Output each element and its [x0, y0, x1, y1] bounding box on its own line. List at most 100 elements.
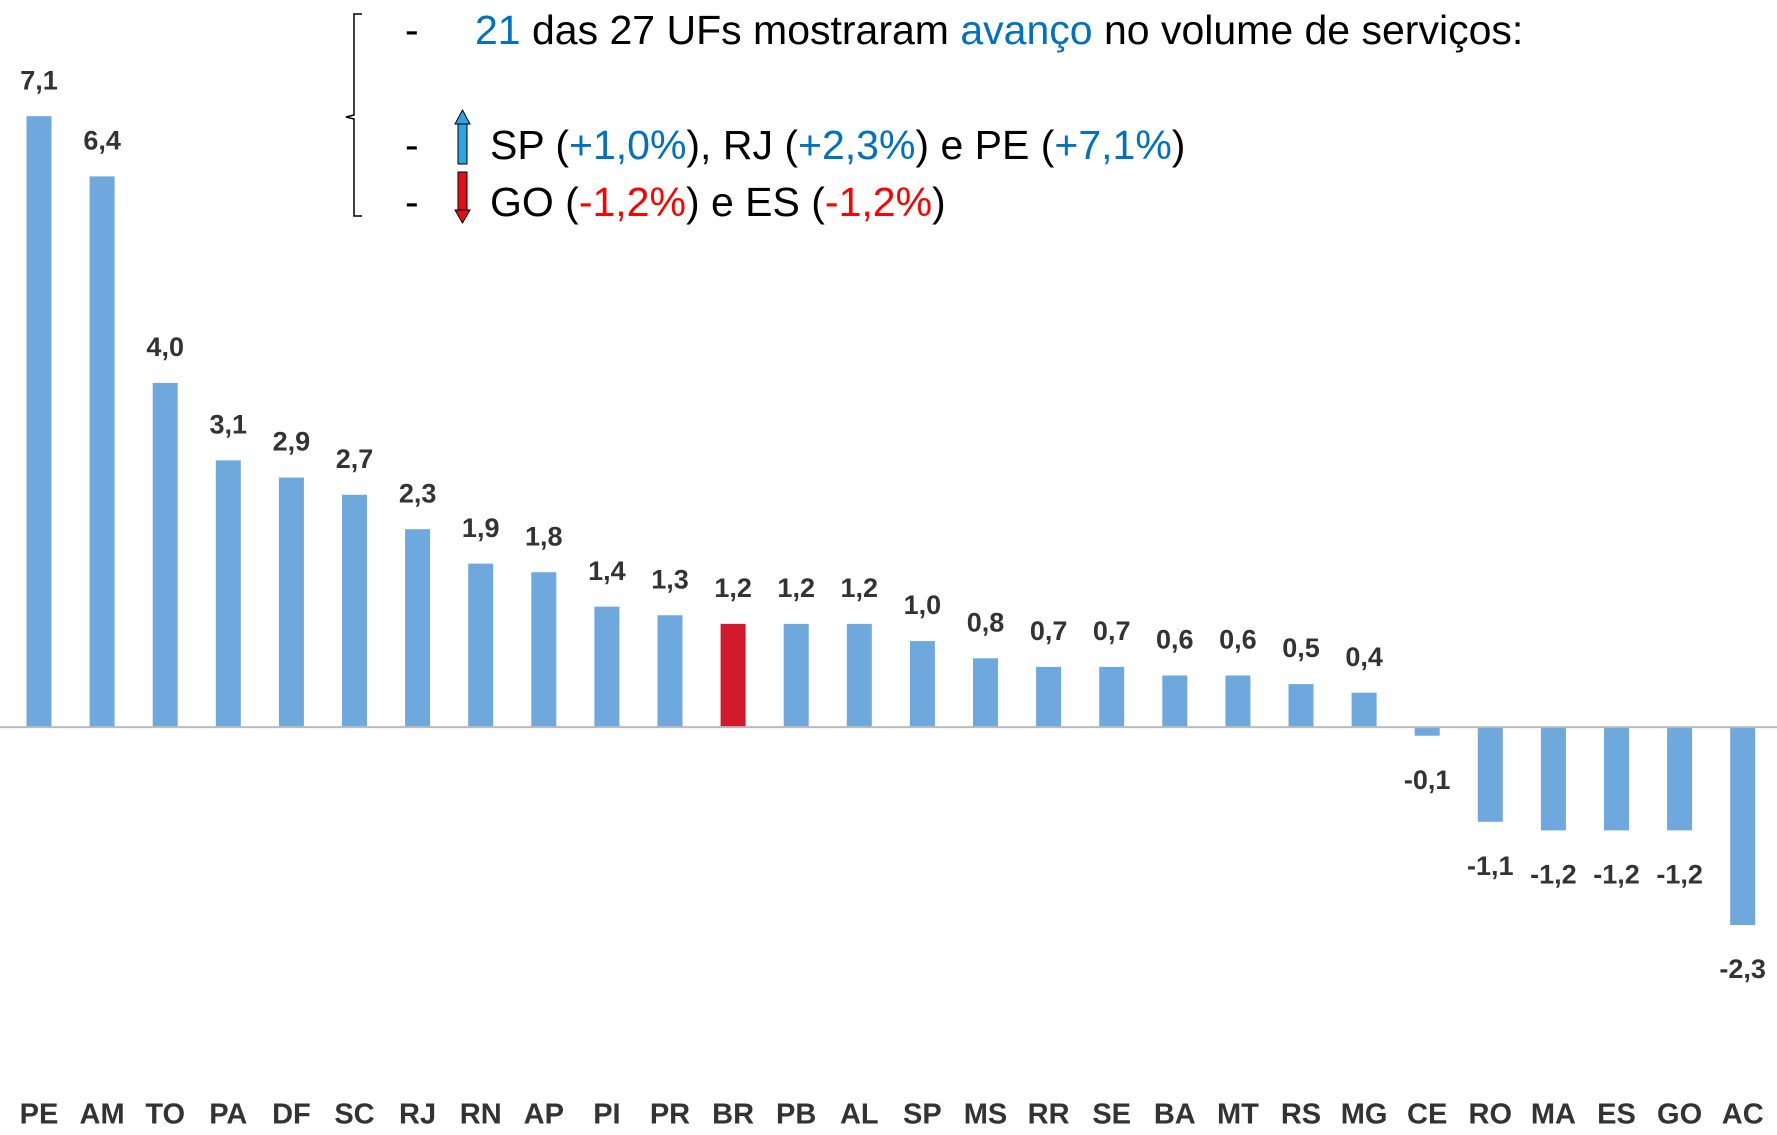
down-arrow [454, 171, 471, 225]
x-tick-label: CE [1407, 1099, 1447, 1131]
value-label: 1,3 [651, 564, 689, 594]
bar [26, 116, 52, 728]
annotation-text: 21 [475, 7, 521, 53]
bar [783, 623, 809, 728]
bar [973, 658, 998, 728]
x-tick-label: AC [1722, 1099, 1764, 1131]
bar [1540, 727, 1566, 831]
value-label: 2,9 [273, 427, 311, 457]
x-tick-label: PR [650, 1099, 690, 1131]
value-label: 0,5 [1282, 633, 1320, 663]
value-label: 1,9 [462, 513, 500, 543]
x-tick-label: RJ [399, 1099, 436, 1131]
bar [1036, 666, 1062, 728]
x-tick-label: MS [964, 1099, 1008, 1131]
x-tick-label: TO [145, 1099, 185, 1131]
bar [152, 382, 178, 728]
annotation-text: +7,1% [1054, 122, 1171, 168]
value-label: 0,6 [1219, 625, 1257, 655]
annotation: GO (-1,2%) e ES (-1,2%) [490, 179, 946, 225]
value-label: -1,2 [1656, 860, 1703, 890]
bar [89, 176, 115, 728]
annotation-text: GO ( [490, 179, 579, 225]
value-label: 0,7 [1030, 616, 1068, 646]
annotation-bullet: - [405, 122, 419, 168]
annotation-text: -1,2% [579, 179, 686, 225]
x-tick-label: PA [209, 1099, 247, 1131]
x-tick-label: MA [1531, 1099, 1576, 1131]
annotation: SP (+1,0%), RJ (+2,3%) e PE (+7,1%) [490, 122, 1185, 168]
value-label: -1,2 [1593, 860, 1640, 890]
bar [531, 572, 557, 728]
x-tick-label: RR [1028, 1099, 1070, 1131]
value-label: 2,7 [336, 444, 374, 474]
bar [1604, 727, 1629, 831]
up-arrow [454, 108, 471, 165]
x-tick-label: RO [1469, 1099, 1513, 1131]
x-tick-label: SC [334, 1099, 374, 1131]
bar [405, 529, 431, 728]
value-label: 0,6 [1156, 625, 1194, 655]
x-tick-label: DF [272, 1099, 311, 1131]
value-label: 0,8 [967, 607, 1005, 637]
x-tick-label: AM [80, 1099, 125, 1131]
value-label: 2,3 [399, 478, 437, 508]
value-label: 1,0 [904, 590, 942, 620]
value-label: 4,0 [146, 332, 184, 362]
annotation: 21 das 27 UFs mostraram avanço no volume… [475, 7, 1523, 53]
bar [1099, 666, 1125, 728]
x-tick-label: MG [1341, 1099, 1388, 1131]
bar [1225, 675, 1251, 728]
value-label: -0,1 [1404, 765, 1451, 795]
x-tick-label: SE [1092, 1099, 1131, 1131]
x-tick-label: RN [460, 1099, 502, 1131]
x-tick-label: PE [20, 1099, 59, 1131]
bracket [345, 13, 362, 217]
annotation-text: SP ( [490, 122, 569, 168]
x-tick-label: AP [524, 1099, 564, 1131]
bar [1414, 727, 1440, 736]
value-label: 0,4 [1345, 642, 1383, 672]
bar [1351, 692, 1377, 728]
x-tick-label: SP [903, 1099, 942, 1131]
value-label: 1,2 [777, 573, 815, 603]
x-tick-label: AL [840, 1099, 879, 1131]
value-label: -1,2 [1530, 860, 1577, 890]
bar [215, 460, 241, 728]
x-tick-label: BR [712, 1099, 754, 1131]
bar [278, 477, 304, 728]
x-tick-label: PI [593, 1099, 620, 1131]
annotation-text: ) e ES ( [686, 179, 825, 225]
bar [1162, 675, 1188, 728]
value-label: 1,4 [588, 556, 626, 586]
value-label: 7,1 [20, 65, 58, 95]
annotation-text: +2,3% [798, 122, 915, 168]
annotation-text: ) [932, 179, 946, 225]
annotation-text: -1,2% [825, 179, 932, 225]
bar [342, 494, 367, 728]
x-tick-label: ES [1597, 1099, 1636, 1131]
x-tick-label: BA [1154, 1099, 1196, 1131]
annotation-text: +1,0% [569, 122, 686, 168]
x-tick-label: GO [1657, 1099, 1702, 1131]
value-label: 6,4 [83, 126, 121, 156]
annotation-text: ), RJ ( [686, 122, 798, 168]
x-tick-label: PB [776, 1099, 816, 1131]
x-tick-label: RS [1281, 1099, 1321, 1131]
annotation-text: no volume de serviços: [1093, 7, 1524, 53]
value-label: -2,3 [1719, 954, 1766, 984]
annotation-text: das 27 UFs mostraram [521, 7, 961, 53]
bar [909, 641, 935, 728]
annotation-text: ) [1172, 122, 1186, 168]
bar [720, 623, 746, 728]
bar [657, 615, 683, 728]
x-tick-label: MT [1217, 1099, 1259, 1131]
annotation-bullet: - [405, 7, 419, 53]
bar [468, 563, 494, 728]
bar [1477, 727, 1503, 822]
annotation-bullet: - [405, 179, 419, 225]
value-label: 0,7 [1093, 616, 1131, 646]
annotation-text: ) e PE ( [915, 122, 1054, 168]
annotation-text: avanço [960, 7, 1092, 53]
